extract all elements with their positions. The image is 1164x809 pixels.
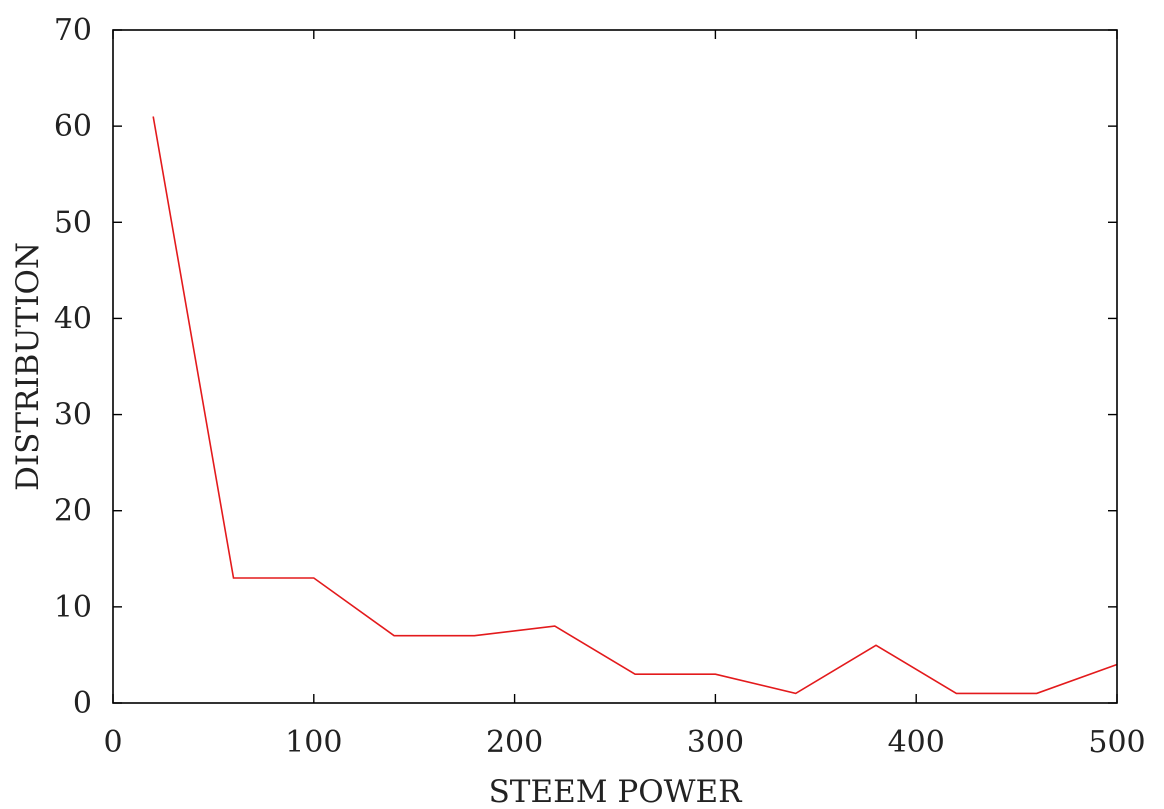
axis-ticks: [112, 29, 1118, 704]
y-tick-label: 70: [54, 13, 92, 48]
y-tick-label: 20: [54, 494, 92, 529]
x-axis-title: STEEM POWER: [489, 774, 744, 809]
x-tick-label: 300: [687, 725, 744, 760]
series-line: [152, 116, 1118, 695]
series-layer: [152, 116, 1118, 695]
x-tick-label: 400: [888, 725, 945, 760]
y-tick-label: 30: [54, 398, 92, 433]
x-tick-label: 200: [486, 725, 543, 760]
x-tick-label: 100: [285, 725, 342, 760]
plot-frame: [112, 29, 1118, 704]
y-tick-label: 10: [54, 590, 92, 625]
x-tick-label: 0: [103, 725, 122, 760]
y-tick-label: 0: [73, 686, 92, 721]
y-tick-label: 40: [54, 301, 92, 336]
y-tick-label: 50: [54, 205, 92, 240]
axis-tick-labels: 0 100 200 300 400 500 0 10 20 30 40 50 60 70: [54, 13, 1146, 760]
y-axis-title: DISTRIBUTION: [10, 242, 46, 491]
x-tick-label: 500: [1088, 725, 1145, 760]
y-tick-label: 60: [54, 109, 92, 144]
